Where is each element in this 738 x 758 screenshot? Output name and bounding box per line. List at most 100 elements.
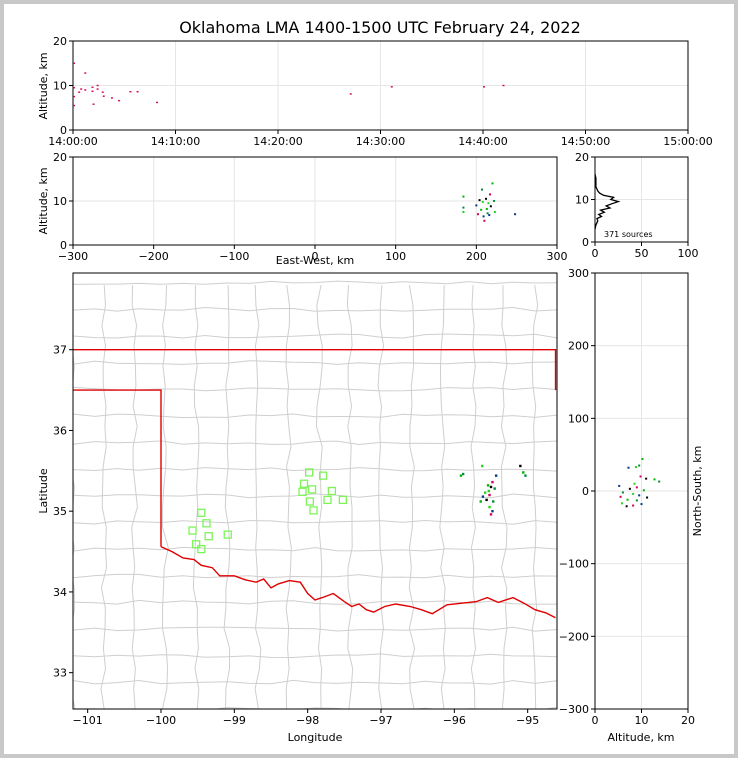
- figure-frame: Oklahoma LMA 1400-1500 UTC February 24, …: [4, 4, 734, 754]
- source-count-label: 371 sources: [604, 230, 653, 239]
- x-axis: 14:00:00 14:10:00 14:20:00 14:30:00 14:40:00…: [48, 130, 713, 148]
- source-point: [635, 499, 638, 502]
- source-point: [522, 471, 525, 474]
- x-tick-label: −100: [219, 250, 249, 263]
- source-point: [487, 489, 490, 493]
- x-tick-label: 0: [312, 250, 319, 263]
- source-point: [492, 500, 495, 503]
- source-point: [633, 482, 636, 485]
- x-axis-label: Altitude, km: [607, 731, 674, 744]
- x-axis: 0 50 100: [592, 242, 699, 260]
- x-axis: 0 10 20: [592, 709, 695, 727]
- source-point: [483, 219, 486, 222]
- source-point: [479, 500, 482, 503]
- y-tick-label: 36: [53, 424, 67, 437]
- county-line: [73, 333, 557, 339]
- source-point: [478, 199, 481, 202]
- source-point: [619, 495, 622, 498]
- source-points: [462, 182, 517, 222]
- source-point: [485, 197, 488, 200]
- y-tick-label: 0: [582, 485, 589, 498]
- county-line: [192, 285, 200, 709]
- source-point: [78, 91, 81, 93]
- x-tick-label: −99: [223, 714, 246, 727]
- county-line: [73, 599, 557, 605]
- county-line: [73, 653, 557, 659]
- y-tick-label: 10: [575, 194, 589, 207]
- county-line: [254, 285, 262, 709]
- source-point: [646, 496, 649, 499]
- x-tick-label: 20: [681, 714, 695, 727]
- x-tick-label: 14:10:00: [151, 135, 200, 148]
- x-tick-label: 200: [466, 250, 487, 263]
- x-axis-label: Longitude: [288, 731, 343, 744]
- station-marker: [309, 506, 318, 515]
- x-tick-label: 14:20:00: [253, 135, 302, 148]
- x-tick-label: −100: [146, 714, 176, 727]
- x-axis-label: East-West, km: [276, 254, 354, 267]
- plot-frame: [72, 272, 558, 710]
- x-tick-label: 14:50:00: [561, 135, 610, 148]
- source-point: [489, 205, 492, 208]
- source-point: [489, 513, 493, 516]
- x-tick-label: 100: [678, 247, 699, 260]
- source-point: [73, 95, 76, 98]
- state-boundary: [73, 349, 557, 619]
- x-tick-label: 0: [592, 247, 599, 260]
- x-tick-label: −101: [73, 714, 103, 727]
- source-point: [493, 211, 496, 213]
- source-point: [459, 474, 463, 477]
- source-point: [91, 90, 94, 92]
- source-point: [96, 84, 99, 87]
- source-point: [475, 204, 478, 207]
- chart-title: Oklahoma LMA 1400-1500 UTC February 24, …: [179, 18, 581, 37]
- y-axis: 0 10 20: [575, 151, 595, 249]
- source-point: [483, 491, 487, 494]
- source-point: [481, 495, 485, 498]
- source-point: [491, 480, 494, 484]
- source-point: [483, 86, 486, 88]
- station-marker: [299, 479, 309, 488]
- source-point: [129, 91, 132, 93]
- x-tick-label: 50: [635, 247, 649, 260]
- altitude-time-panel: 14:00:00 14:10:00 14:20:00 14:30:00 14:40:00…: [37, 35, 713, 148]
- source-point: [92, 103, 95, 105]
- county-line: [470, 285, 477, 709]
- source-point: [621, 491, 624, 494]
- source-point: [638, 464, 641, 467]
- station-marker: [192, 540, 201, 549]
- county-line: [73, 440, 557, 446]
- source-point: [502, 84, 505, 87]
- x-tick-label: −96: [443, 714, 466, 727]
- county-line: [73, 546, 557, 552]
- source-point: [488, 493, 491, 497]
- station-marker: [298, 487, 307, 496]
- y-tick-label: 200: [568, 340, 589, 353]
- y-tick-label: 100: [568, 412, 589, 425]
- y-tick-label: 37: [53, 344, 67, 357]
- station-marker: [327, 486, 337, 496]
- source-point: [462, 206, 465, 209]
- y-tick-label: 10: [53, 195, 67, 208]
- source-point: [462, 211, 465, 213]
- county-line: [285, 285, 292, 709]
- y-axis-label: Latitude: [37, 468, 50, 514]
- station-marker: [197, 508, 206, 517]
- x-tick-label: −200: [139, 250, 169, 263]
- source-point: [634, 466, 637, 469]
- source-point: [514, 213, 517, 216]
- source-point: [110, 97, 113, 99]
- x-tick-label: 300: [547, 250, 568, 263]
- source-point: [494, 474, 498, 477]
- y-axis: 33 34 35 36 37: [53, 344, 73, 680]
- county-line: [315, 284, 323, 709]
- source-point: [524, 474, 527, 477]
- x-tick-label: −300: [58, 250, 88, 263]
- source-point: [482, 215, 485, 218]
- y-axis: 0 10 20: [53, 151, 73, 252]
- county-line: [531, 285, 539, 709]
- county-line: [500, 285, 508, 709]
- y-tick-label: 10: [53, 80, 67, 93]
- county-line: [131, 285, 138, 709]
- source-point: [485, 207, 488, 210]
